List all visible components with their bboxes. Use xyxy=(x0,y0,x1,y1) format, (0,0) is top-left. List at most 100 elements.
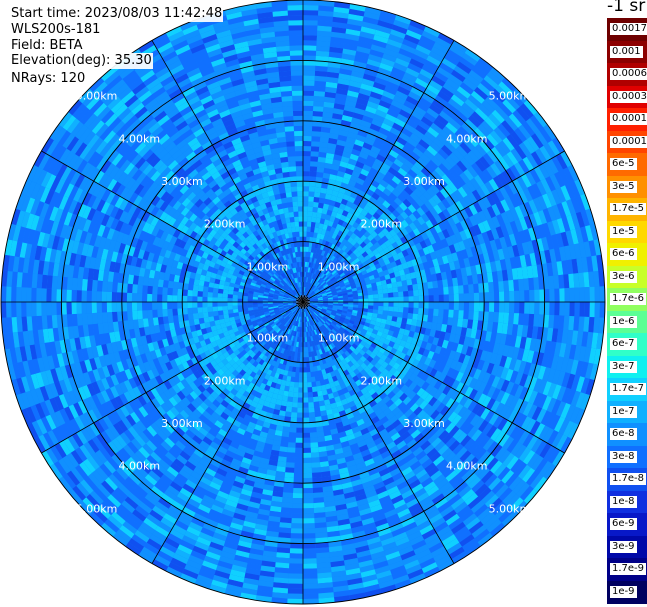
radar-bin xyxy=(91,436,104,450)
radar-bin xyxy=(322,294,328,297)
radar-bin xyxy=(315,50,330,57)
radar-bin xyxy=(331,309,337,313)
radar-bin xyxy=(285,406,292,413)
radar-bin xyxy=(523,278,530,291)
radar-bin xyxy=(498,81,513,96)
radar-bin xyxy=(148,470,161,482)
radar-bin xyxy=(348,302,354,305)
radar-bin xyxy=(332,306,338,310)
radar-bin xyxy=(211,411,221,421)
radar-bin xyxy=(360,146,371,155)
radar-bin xyxy=(326,236,332,243)
radar-bin xyxy=(470,177,481,190)
radar-bin xyxy=(311,136,321,142)
radar-bin xyxy=(379,391,388,400)
radar-bin xyxy=(396,222,405,231)
radar-bin xyxy=(560,403,571,419)
radar-bin xyxy=(275,562,290,569)
radar-bin xyxy=(365,318,372,324)
radar-bin xyxy=(258,331,264,337)
radar-bin xyxy=(314,406,321,413)
radar-bin xyxy=(331,321,337,326)
radar-bin xyxy=(348,296,354,300)
radar-bin xyxy=(437,256,444,266)
radar-bin xyxy=(413,188,423,198)
radar-bin xyxy=(379,584,397,594)
radar-bin xyxy=(327,183,335,191)
radar-bin xyxy=(183,353,191,362)
radar-bin xyxy=(383,302,389,307)
radar-bin xyxy=(408,114,421,125)
radar-bin xyxy=(89,512,105,527)
radar-bin xyxy=(486,457,499,471)
radar-bin xyxy=(162,354,170,364)
radar-bin xyxy=(589,302,595,318)
radar-bin xyxy=(74,416,86,431)
radar-bin xyxy=(287,317,292,323)
radar-bin xyxy=(531,326,539,339)
radar-bin xyxy=(103,497,118,512)
radar-bin xyxy=(349,320,355,325)
radar-bin xyxy=(259,431,268,439)
radar-bin xyxy=(98,417,109,431)
radar-bin xyxy=(281,312,287,316)
radar-bin xyxy=(269,321,275,326)
radar-bin xyxy=(141,382,151,393)
radar-bin xyxy=(346,286,352,291)
radar-bin xyxy=(318,223,324,230)
radar-bin xyxy=(351,525,365,534)
radar-bin xyxy=(271,495,283,503)
radar-bin xyxy=(298,382,303,388)
radar-bin xyxy=(359,278,366,284)
radar-bin xyxy=(410,325,417,332)
radar-bin xyxy=(439,347,447,357)
radar-bin xyxy=(211,476,224,486)
radar-bin xyxy=(381,265,388,272)
radar-bin xyxy=(166,352,175,362)
radar-bin xyxy=(256,336,262,343)
radar-bin xyxy=(507,409,519,423)
radar-bin xyxy=(316,562,331,569)
radar-bin xyxy=(31,420,43,437)
radar-bin xyxy=(556,218,566,233)
radar-bin xyxy=(320,318,326,324)
radar-bin xyxy=(171,500,185,512)
radar-bin xyxy=(331,433,340,440)
radar-bin xyxy=(179,511,194,522)
radar-bin xyxy=(312,335,316,341)
radar-bin xyxy=(300,342,303,348)
radar-bin xyxy=(303,528,316,534)
radar-bin xyxy=(268,375,275,382)
radar-bin xyxy=(387,267,394,274)
radar-bin xyxy=(318,286,324,291)
radar-bin xyxy=(514,427,526,442)
radar-bin xyxy=(439,481,452,494)
radar-bin xyxy=(513,192,524,206)
radar-bin xyxy=(318,271,323,277)
radar-bin xyxy=(271,324,277,329)
radar-bin xyxy=(468,310,474,320)
radar-bin xyxy=(179,539,195,551)
radar-bin xyxy=(267,318,273,323)
radar-bin xyxy=(357,289,363,294)
radar-bin xyxy=(218,391,227,400)
radar-bin xyxy=(306,336,310,342)
radar-bin xyxy=(303,135,312,142)
radar-bin xyxy=(332,296,338,299)
radar-bin xyxy=(475,348,483,360)
radar-bin xyxy=(554,302,560,316)
radar-bin xyxy=(348,304,354,308)
radar-bin xyxy=(288,578,303,584)
radar-bin xyxy=(394,270,401,278)
radar-bin xyxy=(198,392,207,402)
radar-bin xyxy=(504,302,510,313)
radar-bin xyxy=(154,462,167,475)
radar-bin xyxy=(331,311,337,315)
radar-bin xyxy=(303,226,307,232)
radar-bin xyxy=(464,375,474,387)
radar-bin xyxy=(532,392,543,407)
radar-bin xyxy=(274,572,289,579)
radar-bin xyxy=(328,231,334,238)
radar-bin xyxy=(312,299,318,301)
radar-bin xyxy=(493,281,499,292)
